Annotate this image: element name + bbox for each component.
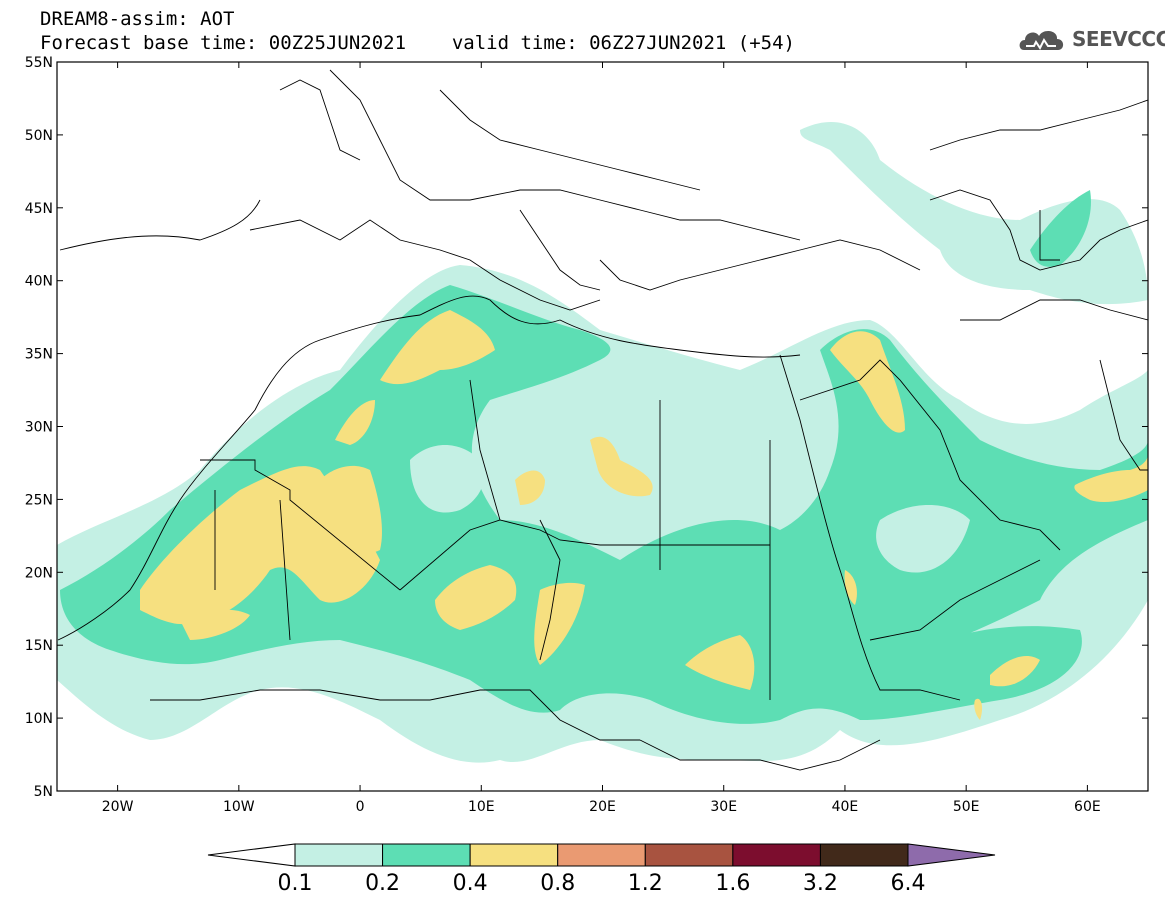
colorbar-level-label: 0.1 — [278, 871, 313, 896]
lon-tick-label: 50E — [953, 799, 980, 815]
chart-title: DREAM8-assim: AOT — [40, 8, 235, 30]
colorbar: 0.1 0.2 0.4 0.8 1.2 1.6 3.2 6.4 — [207, 843, 996, 896]
aot-band-caspian-low — [800, 121, 1148, 305]
cloud-icon — [1019, 30, 1064, 50]
lon-tick-label: 20W — [102, 799, 134, 815]
colorbar-level-label: 1.2 — [628, 871, 663, 896]
lat-tick-label: 20N — [25, 565, 53, 581]
lat-tick-label: 45N — [25, 201, 53, 217]
lon-tick-label: 10E — [468, 799, 495, 815]
lat-tick-label: 15N — [25, 638, 53, 654]
base-time-label: Forecast base time: 00Z25JUN2021 — [40, 32, 407, 54]
colorbar-box — [382, 843, 471, 867]
colorbar-arrow-high — [907, 843, 996, 867]
colorbar-box — [819, 843, 909, 867]
lat-tick-label: 40N — [25, 274, 53, 290]
aot-hole-libya — [510, 394, 660, 470]
colorbar-level-label: 1.6 — [715, 871, 750, 896]
aot-hole-sahara — [410, 445, 484, 513]
lon-tick-label: 0 — [356, 799, 365, 815]
colorbar-box — [469, 843, 559, 867]
lon-tick-label: 30E — [710, 799, 737, 815]
lat-tick-label: 35N — [25, 347, 53, 363]
colorbar-box — [644, 843, 734, 867]
logo-text: SEEVCCC — [1072, 27, 1165, 51]
colorbar-box — [732, 843, 821, 867]
chart-subtitle: Forecast base time: 00Z25JUN2021 valid t… — [40, 32, 795, 54]
colorbar-box — [294, 843, 384, 867]
lat-tick-label: 30N — [25, 420, 53, 436]
colorbar-level-label: 0.8 — [540, 871, 575, 896]
colorbar-level-label: 0.2 — [365, 871, 400, 896]
lon-tick-label: 10W — [223, 799, 255, 815]
aot-band-0.4-0.8 — [140, 310, 1148, 720]
aot-field — [57, 121, 1148, 763]
lon-tick-label: 20E — [589, 799, 616, 815]
valid-time-label: valid time: 06Z27JUN2021 (+54) — [451, 32, 795, 54]
colorbar-level-label: 3.2 — [803, 871, 838, 896]
seevccc-logo: SEEVCCC — [1016, 24, 1165, 54]
aot-band-caspian-mid — [1030, 190, 1091, 267]
aot-hole-egypt — [676, 376, 780, 441]
lat-tick-label: 55N — [25, 55, 53, 71]
country-boundaries — [57, 69, 1148, 771]
lat-tick-label: 5N — [34, 784, 53, 800]
aot-hole-arabia — [876, 505, 970, 573]
lon-tick-label: 60E — [1074, 799, 1101, 815]
lat-tick-label: 10N — [25, 711, 53, 727]
colorbar-level-label: 0.4 — [453, 871, 488, 896]
lon-tick-label: 40E — [832, 799, 859, 815]
colorbar-arrow-low — [207, 843, 296, 867]
colorbar-level-label: 6.4 — [891, 871, 926, 896]
colorbar-box — [557, 843, 646, 867]
lat-tick-label: 25N — [25, 492, 53, 508]
lat-tick-label: 50N — [25, 128, 53, 144]
axis-ticks: 20W 10W 0 10E 20E 30E 40E 50E 60E 55N 50N 45N 40N 35N… — [25, 55, 1148, 815]
